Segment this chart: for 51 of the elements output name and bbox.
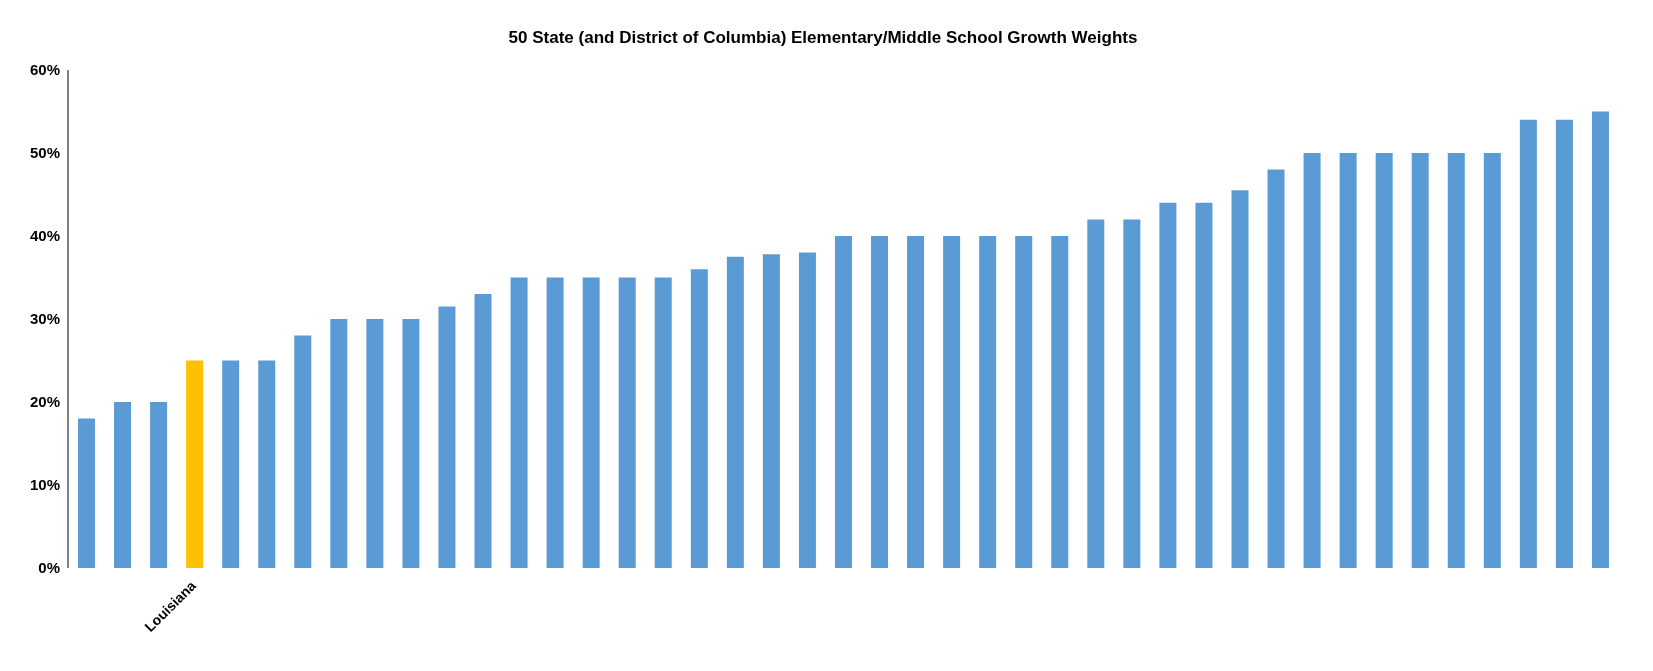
bar: [582, 277, 600, 568]
bar: [726, 256, 744, 568]
bar: [222, 360, 240, 568]
bar: [1591, 111, 1609, 568]
bar: [1123, 219, 1141, 568]
bar: [78, 418, 95, 568]
bar: [1015, 236, 1033, 568]
bar: [510, 277, 528, 568]
bar: [258, 360, 276, 568]
y-tick-label: 60%: [29, 61, 60, 79]
bar: [294, 335, 312, 568]
bar: [798, 252, 816, 568]
bar: [186, 360, 204, 568]
y-tick-label: 30%: [29, 310, 60, 328]
bar: [1483, 153, 1501, 568]
bar: [1231, 190, 1249, 568]
bar: [1267, 169, 1285, 568]
bar: [654, 277, 672, 568]
bar: [366, 319, 384, 568]
bar: [1159, 202, 1177, 568]
bar: [943, 236, 961, 568]
bar: [1303, 153, 1321, 568]
bar: [834, 236, 852, 568]
bar: [114, 402, 132, 568]
bar: [546, 277, 564, 568]
y-tick-label: 40%: [29, 227, 60, 245]
bar: [438, 306, 456, 568]
bar: [474, 294, 492, 568]
y-tick-label: 0%: [38, 559, 60, 577]
bar: [1051, 236, 1069, 568]
bar: [150, 402, 168, 568]
y-tick-label: 10%: [29, 476, 60, 494]
bar: [1375, 153, 1393, 568]
bar: [907, 236, 925, 568]
bar: [762, 254, 780, 568]
bar: [871, 236, 889, 568]
bar: [1411, 153, 1429, 568]
bar: [1339, 153, 1357, 568]
bar: [690, 269, 708, 568]
bar: [1447, 153, 1465, 568]
y-tick-label: 50%: [29, 144, 60, 162]
bar: [618, 277, 636, 568]
bar: [1195, 202, 1213, 568]
bar: [1519, 119, 1537, 568]
bar: [330, 319, 348, 568]
bar: [1087, 219, 1105, 568]
chart-title: 50 State (and District of Columbia) Elementary/Middle School Growth Weights: [507, 27, 1139, 49]
bar: [402, 319, 420, 568]
bar: [1555, 119, 1573, 568]
bar: [979, 236, 997, 568]
y-tick-label: 20%: [29, 393, 60, 411]
